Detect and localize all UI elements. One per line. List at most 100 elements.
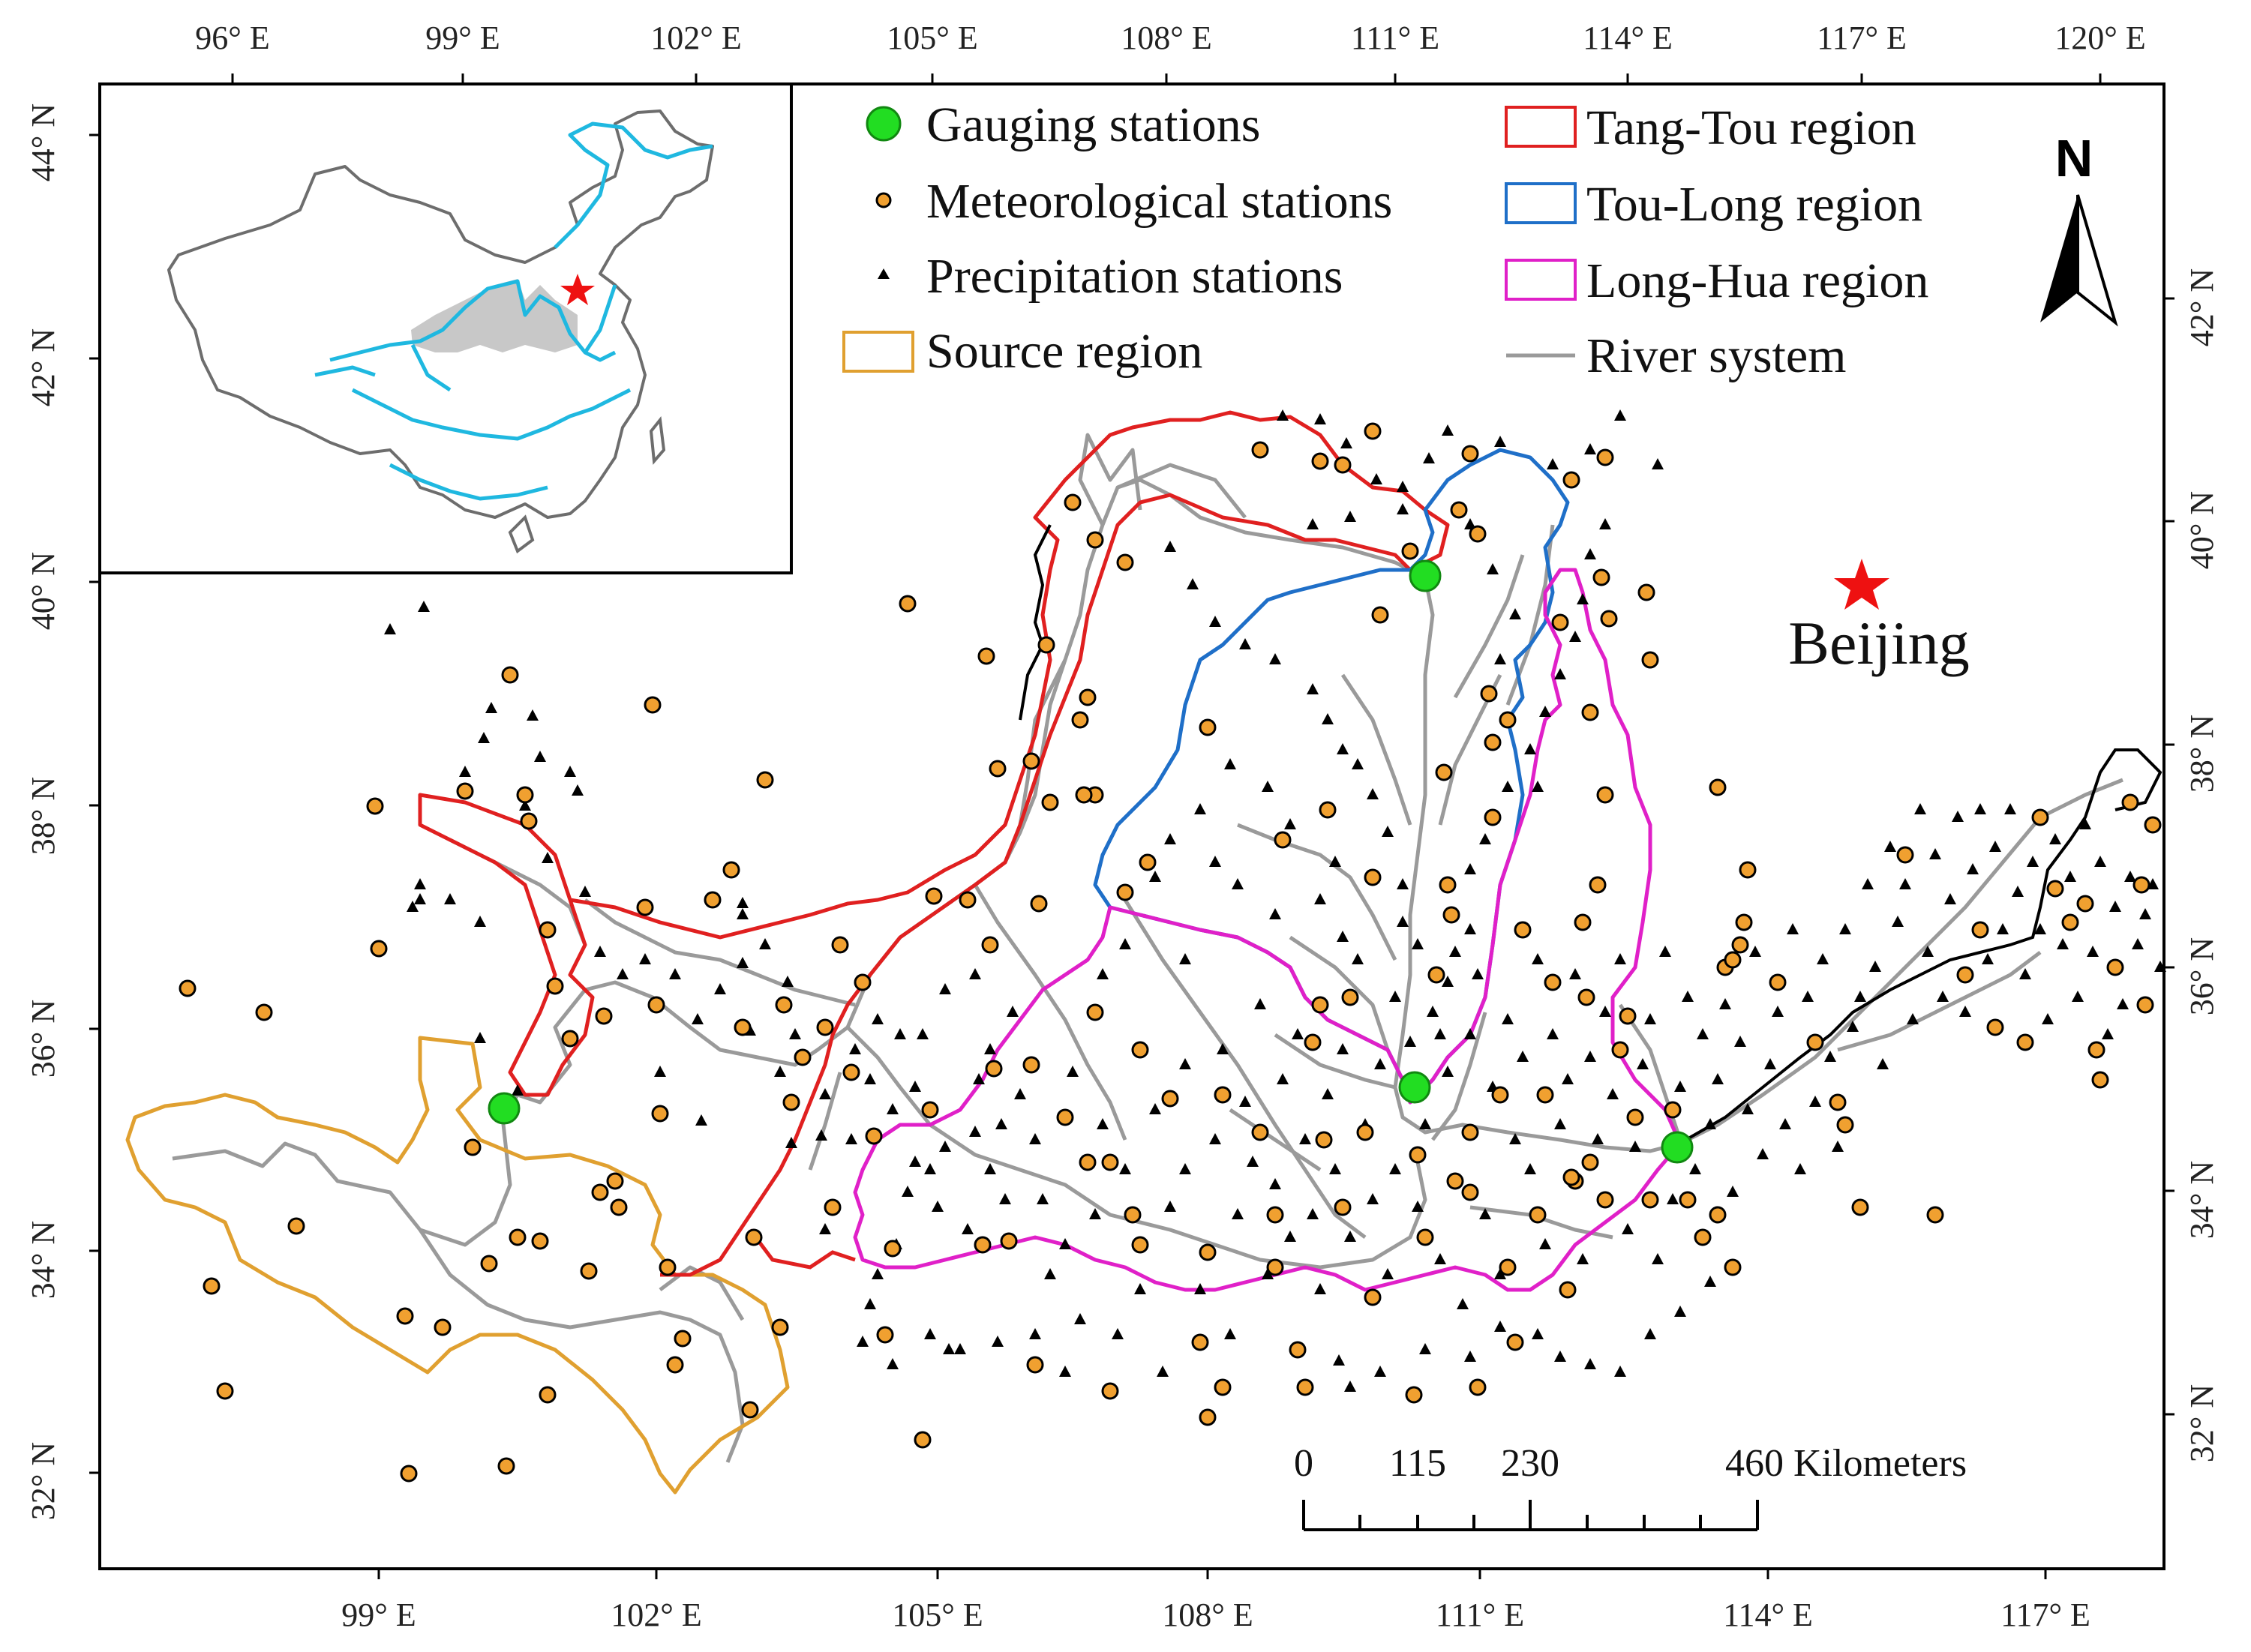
meteorological-station [2121, 793, 2139, 811]
precipitation-station [1479, 833, 1491, 844]
precipitation-station [1494, 436, 1506, 447]
meteorological-station [1214, 1086, 1232, 1104]
precipitation-station [1367, 1193, 1379, 1204]
meteorological-station [1022, 1056, 1040, 1074]
precipitation-station [1337, 931, 1349, 942]
right-axis-labels: 42° N 40° N 38° N 36° N 34° N 32° N [2183, 268, 2220, 1462]
bottom-axis-labels: 99° E 102° E 105° E 108° E 111° E 114° E… [341, 1597, 2090, 1633]
meteorological-station [644, 696, 662, 714]
scale-bar: 0 115 230 460 Kilometers [1294, 1442, 1967, 1531]
precipitation-station [1682, 991, 1694, 1002]
left-axis-label: 42° N [25, 328, 62, 406]
precipitation-station [1314, 893, 1326, 904]
precipitation-station [1059, 1366, 1071, 1377]
meteorological-station [1251, 1123, 1269, 1141]
meteorological-station [396, 1307, 414, 1325]
precipitation-stations [384, 409, 2166, 1392]
precipitation-station [943, 1343, 955, 1354]
precipitation-station [789, 1028, 801, 1039]
precipitation-station [984, 1163, 996, 1174]
precipitation-station [1577, 1253, 1589, 1264]
precipitation-station [1067, 1066, 1079, 1077]
precipitation-station [999, 1193, 1011, 1204]
precipitation-station [1329, 856, 1341, 867]
precipitation-station [954, 1343, 966, 1354]
meteorological-station [974, 1236, 992, 1254]
precipitation-station [1344, 1381, 1356, 1392]
river-system [172, 433, 2123, 1463]
precipitation-station [1397, 481, 1409, 492]
meteorological-station [1124, 1206, 1142, 1224]
precipitation-station [1689, 1163, 1701, 1174]
precipitation-station [1340, 437, 1352, 448]
precipitation-station [2079, 818, 2091, 829]
legend-toulong-label: Tou-Long region [1586, 177, 1922, 232]
precipitation-station [1532, 781, 1544, 792]
precipitation-station [1247, 1156, 1259, 1167]
precipitation-station [1509, 1133, 1521, 1144]
meteorological-station [1026, 1356, 1044, 1374]
meteorological-station [1041, 793, 1059, 811]
precipitation-station [1532, 1328, 1544, 1339]
precipitation-station [1164, 833, 1176, 844]
tributary [1837, 951, 2042, 1052]
meteorological-station [981, 936, 999, 954]
meteorological-station [1315, 1131, 1333, 1149]
precipitation-station [384, 623, 396, 634]
meteorological-station [734, 1018, 752, 1036]
top-axis-label: 108° E [1121, 19, 1211, 56]
precipitation-station [1614, 409, 1626, 421]
meteorological-station [1709, 778, 1727, 796]
precipitation-station [1397, 878, 1409, 889]
source-region-boundary [125, 1036, 790, 1495]
meteorological-station [1926, 1206, 1944, 1224]
gauging-stations [488, 559, 1694, 1164]
inset-rivers [314, 121, 713, 501]
precipitation-station [1239, 1096, 1251, 1107]
precipitation-station [973, 1073, 985, 1084]
meteorological-station [1480, 685, 1498, 703]
precipitation-station [1547, 1028, 1559, 1039]
precipitation-station [1389, 1163, 1401, 1174]
precipitation-station [1352, 953, 1364, 964]
precipitation-station [1554, 1351, 1566, 1362]
meteorological-station [2076, 895, 2094, 913]
precipitation-station [887, 1358, 899, 1369]
precipitation-station [1922, 946, 1934, 957]
meteorological-station [1199, 718, 1217, 736]
gauging-station [488, 1092, 521, 1125]
meteorological-station [1664, 1101, 1682, 1119]
precipitation-station [1239, 638, 1251, 649]
meteorological-station [1637, 583, 1655, 601]
legend-source-label: Source region [926, 324, 1202, 379]
meteorological-station [591, 1183, 609, 1201]
precipitation-station [1614, 953, 1626, 964]
meteorological-station [899, 595, 917, 613]
top-axis-label: 96° E [195, 19, 269, 56]
meteorological-station [1371, 606, 1389, 624]
precipitation-station [1149, 1103, 1161, 1114]
meteorological-station [1427, 966, 1445, 984]
precipitation-station [418, 601, 430, 612]
precipitation-station [414, 878, 426, 889]
meteorological-station [989, 760, 1007, 778]
precipitation-station [1164, 541, 1176, 552]
meteorological-station [2061, 913, 2079, 931]
precipitation-station [1329, 1163, 1341, 1174]
precipitation-station [1464, 1351, 1476, 1362]
precipitation-station [1044, 1268, 1056, 1279]
meteorological-station [1769, 973, 1787, 991]
meteorological-station [1469, 1378, 1487, 1396]
scale-bar-label: 0 [1294, 1442, 1313, 1485]
precipitation-station [819, 1088, 831, 1099]
precipitation-station [2154, 961, 2166, 972]
legend: Gauging stations Meteorological stations… [842, 97, 1928, 383]
scale-bar-label: 230 [1501, 1442, 1559, 1485]
precipitation-station [1299, 1133, 1311, 1144]
precipitation-station [1370, 473, 1382, 484]
meteorological-station [1401, 542, 1419, 560]
precipitation-station [519, 799, 531, 811]
precipitation-station [1224, 758, 1236, 769]
precipitation-station [485, 702, 497, 713]
meteorological-station [722, 861, 740, 879]
